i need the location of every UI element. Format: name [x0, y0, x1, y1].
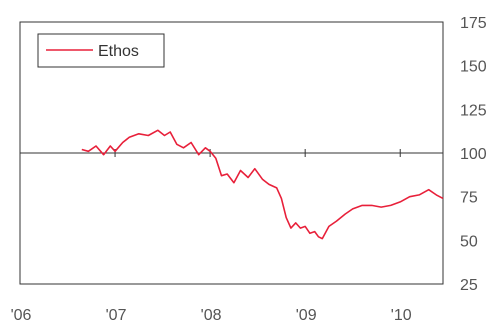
legend-label-ethos: Ethos — [98, 43, 139, 60]
y-tick-label-175: 175 — [460, 15, 487, 32]
x-tick-label-3: '09 — [296, 307, 317, 324]
y-tick-label-100: 100 — [460, 146, 487, 163]
y-tick-label-75: 75 — [460, 190, 478, 207]
x-tick-label-0: '06 — [11, 307, 32, 324]
y-tick-label-125: 125 — [460, 102, 487, 119]
y-tick-label-50: 50 — [460, 233, 478, 250]
y-axis: 25 50 75 100 125 150 175 — [460, 15, 487, 294]
x-tick-label-1: '07 — [106, 307, 127, 324]
x-tick-label-2: '08 — [201, 307, 222, 324]
y-tick-label-25: 25 — [460, 277, 478, 294]
series-line-ethos — [82, 130, 443, 238]
series-layer — [82, 130, 443, 238]
legend: Ethos — [38, 34, 164, 67]
x-axis: '06 '07 '08 '09 '10 — [11, 149, 412, 324]
x-tick-label-4: '10 — [391, 307, 412, 324]
y-tick-label-150: 150 — [460, 59, 487, 76]
